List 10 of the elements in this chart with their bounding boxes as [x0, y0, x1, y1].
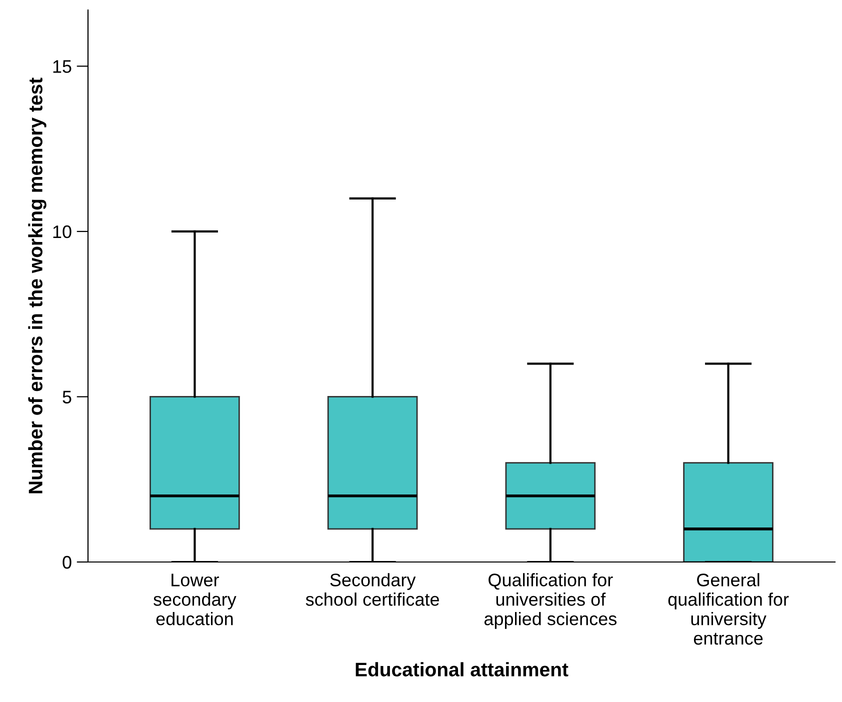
x-tick-label: General qualification for university entrance [668, 573, 789, 645]
y-tick-label: 5 [62, 390, 72, 404]
x-tick-label: Secondary school certificate [306, 573, 440, 606]
x-axis-title: Educational attainment [356, 662, 568, 676]
x-tick-label: Lower secondary education [154, 574, 236, 626]
y-tick-label: 0 [62, 556, 72, 569]
y-axis-title: Number of errors in the working memory test [28, 78, 46, 494]
y-tick-label: 10 [53, 225, 72, 238]
y-tick-label: 15 [53, 60, 72, 73]
x-tick-label: Qualification for universities of applied sciences [484, 573, 617, 629]
